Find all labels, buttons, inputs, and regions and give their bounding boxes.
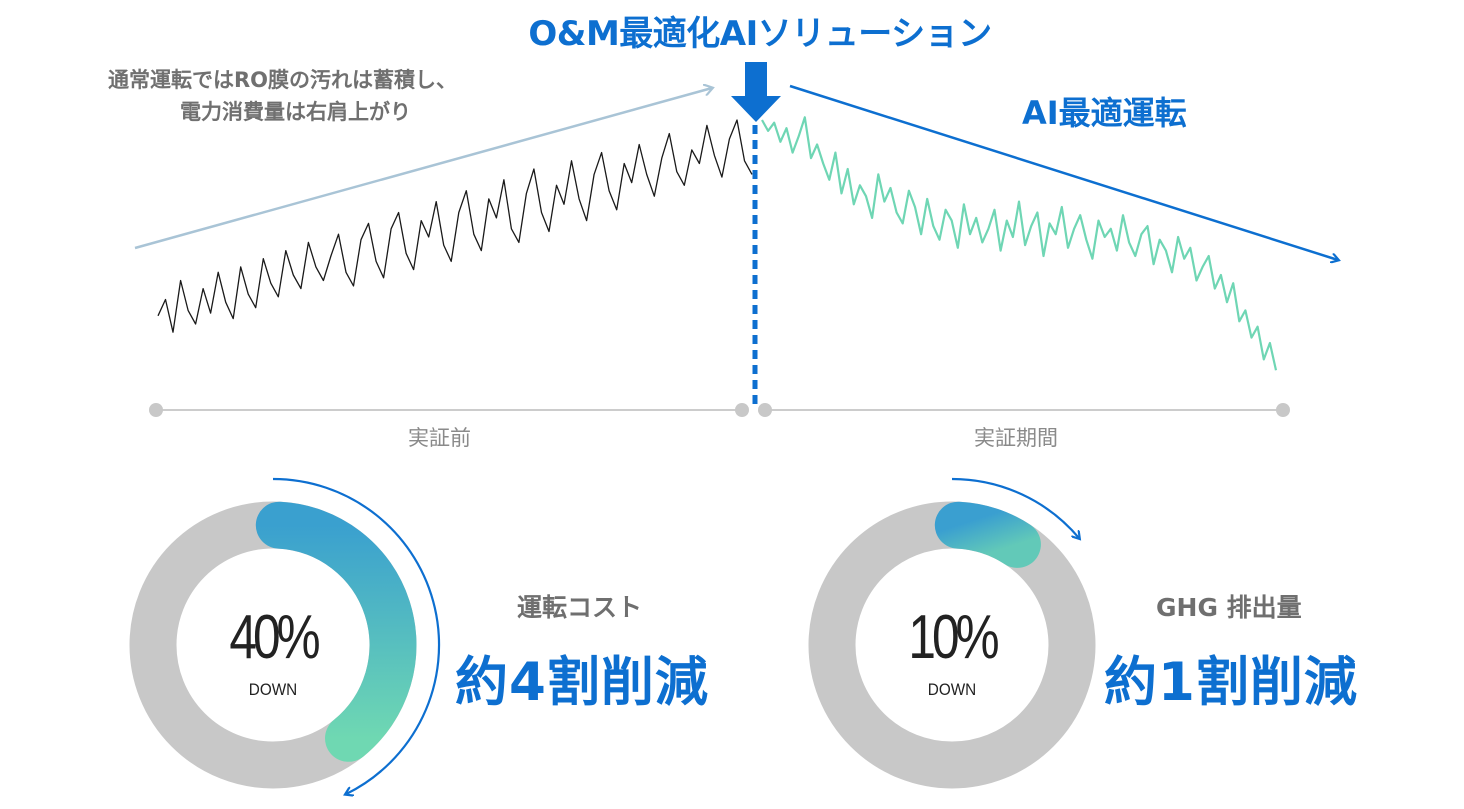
rotation-arrow-icon: [951, 477, 1079, 538]
annotation-line-1: 通常運転ではRO膜の汚れは蓄積し、: [108, 68, 458, 92]
donut-cost: [129, 477, 441, 794]
donut-percent-label: 40%: [229, 603, 320, 672]
series-line-before: [157, 119, 753, 333]
donut-sub-label: DOWN: [248, 680, 298, 699]
donut-ghg: [808, 477, 1096, 789]
headline: O&M最適化AIソリューション: [528, 14, 992, 54]
baseline-dot: [149, 403, 163, 417]
donut-percent-label: 10%: [908, 603, 999, 672]
donut-center: [856, 549, 1048, 741]
period-label-after: 実証期間: [974, 426, 1058, 450]
metric-result: 約1割削減: [1104, 652, 1358, 713]
declining-trend-arrow: [789, 84, 1338, 260]
rising-trend-arrow: [134, 88, 712, 250]
donut-progress-arc: [255, 501, 417, 762]
donut-sub-label: DOWN: [927, 680, 977, 699]
series-line-after: [761, 116, 1278, 371]
metric-category: 運転コスト: [517, 593, 643, 622]
annotation-line-2: 電力消費量は右肩上がり: [180, 100, 411, 124]
metric-result: 約4割削減: [455, 652, 709, 713]
baseline-dot: [1276, 403, 1290, 417]
donut-progress-arc: [934, 501, 1041, 568]
down-arrow-icon: [731, 62, 781, 122]
period-label-before: 実証前: [408, 426, 471, 450]
baseline-dot: [758, 403, 772, 417]
rotation-arrow-icon: [272, 477, 441, 794]
donut-center: [177, 549, 369, 741]
ai-operation-label: AI最適運転: [1022, 94, 1187, 132]
baseline-dot: [735, 403, 749, 417]
metric-category: GHG 排出量: [1156, 593, 1302, 622]
